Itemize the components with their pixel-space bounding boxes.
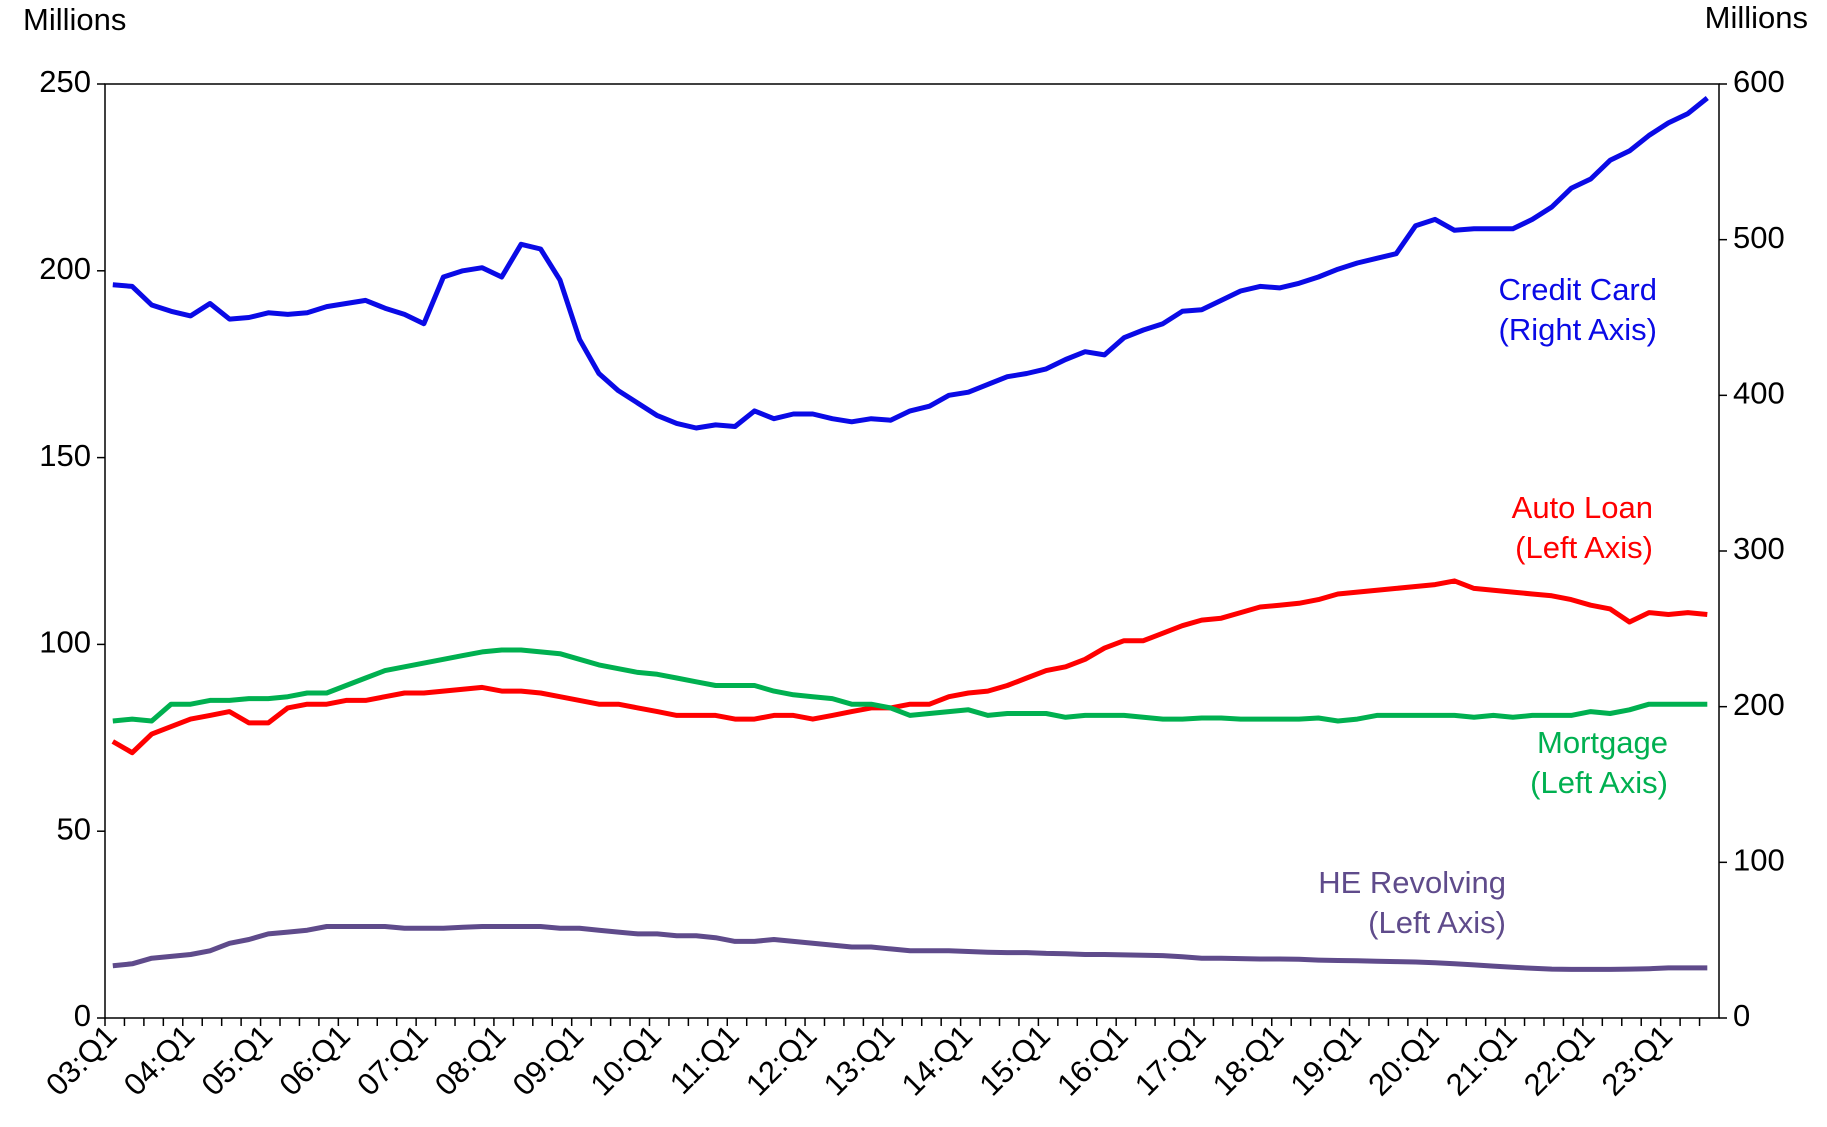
x-tick-label: 16:Q1 bbox=[1050, 1018, 1134, 1102]
series-line bbox=[112, 647, 1708, 724]
series-label: HE Revolving bbox=[1318, 865, 1506, 900]
x-tick-label: 07:Q1 bbox=[350, 1018, 434, 1102]
series-line bbox=[111, 578, 1708, 756]
y-tick-label: 150 bbox=[39, 438, 91, 473]
series-axis-label: (Left Axis) bbox=[1368, 905, 1506, 940]
x-tick-label: 14:Q1 bbox=[895, 1018, 979, 1102]
y2-tick-label: 0 bbox=[1733, 998, 1750, 1033]
y2-axis-label: Millions bbox=[1705, 0, 1808, 35]
x-tick-label: 06:Q1 bbox=[272, 1018, 356, 1102]
y2-tick-label: 200 bbox=[1733, 687, 1785, 722]
x-tick-label: 19:Q1 bbox=[1284, 1018, 1368, 1102]
y-axis-label: Millions bbox=[23, 2, 126, 37]
y2-tick-label: 300 bbox=[1733, 531, 1785, 566]
y2-tick-label: 500 bbox=[1733, 220, 1785, 255]
series-label: Mortgage bbox=[1537, 725, 1668, 760]
y-tick-label: 250 bbox=[39, 64, 91, 99]
x-tick-label: 08:Q1 bbox=[428, 1018, 512, 1102]
series-label: Auto Loan bbox=[1512, 490, 1653, 525]
series-axis-label: (Right Axis) bbox=[1499, 312, 1657, 347]
y-tick-label: 100 bbox=[39, 625, 91, 660]
x-tick-label: 10:Q1 bbox=[584, 1018, 668, 1102]
y2-tick-label: 600 bbox=[1733, 64, 1785, 99]
x-tick-label: 21:Q1 bbox=[1439, 1018, 1523, 1102]
x-tick-label: 12:Q1 bbox=[739, 1018, 823, 1102]
series-axis-label: (Left Axis) bbox=[1530, 765, 1668, 800]
series-line bbox=[112, 96, 1709, 431]
x-tick-label: 09:Q1 bbox=[506, 1018, 590, 1102]
x-tick-label: 17:Q1 bbox=[1128, 1018, 1212, 1102]
y-tick-label: 200 bbox=[39, 251, 91, 286]
x-tick-label: 18:Q1 bbox=[1206, 1018, 1290, 1102]
y-tick-label: 0 bbox=[74, 998, 91, 1033]
x-tick-label: 23:Q1 bbox=[1595, 1018, 1679, 1102]
x-tick-label: 05:Q1 bbox=[195, 1018, 279, 1102]
x-tick-label: 11:Q1 bbox=[663, 1018, 746, 1101]
x-tick-label: 20:Q1 bbox=[1361, 1018, 1445, 1102]
series-axis-label: (Left Axis) bbox=[1515, 530, 1653, 565]
y2-tick-label: 100 bbox=[1733, 843, 1785, 878]
series-line bbox=[112, 924, 1708, 972]
x-tick-label: 15:Q1 bbox=[972, 1018, 1056, 1102]
y-tick-label: 50 bbox=[57, 811, 91, 846]
x-tick-label: 04:Q1 bbox=[117, 1018, 201, 1102]
y2-tick-label: 400 bbox=[1733, 376, 1785, 411]
x-tick-label: 22:Q1 bbox=[1517, 1018, 1601, 1102]
series-label: Credit Card bbox=[1499, 272, 1658, 307]
x-tick-label: 13:Q1 bbox=[817, 1018, 901, 1102]
